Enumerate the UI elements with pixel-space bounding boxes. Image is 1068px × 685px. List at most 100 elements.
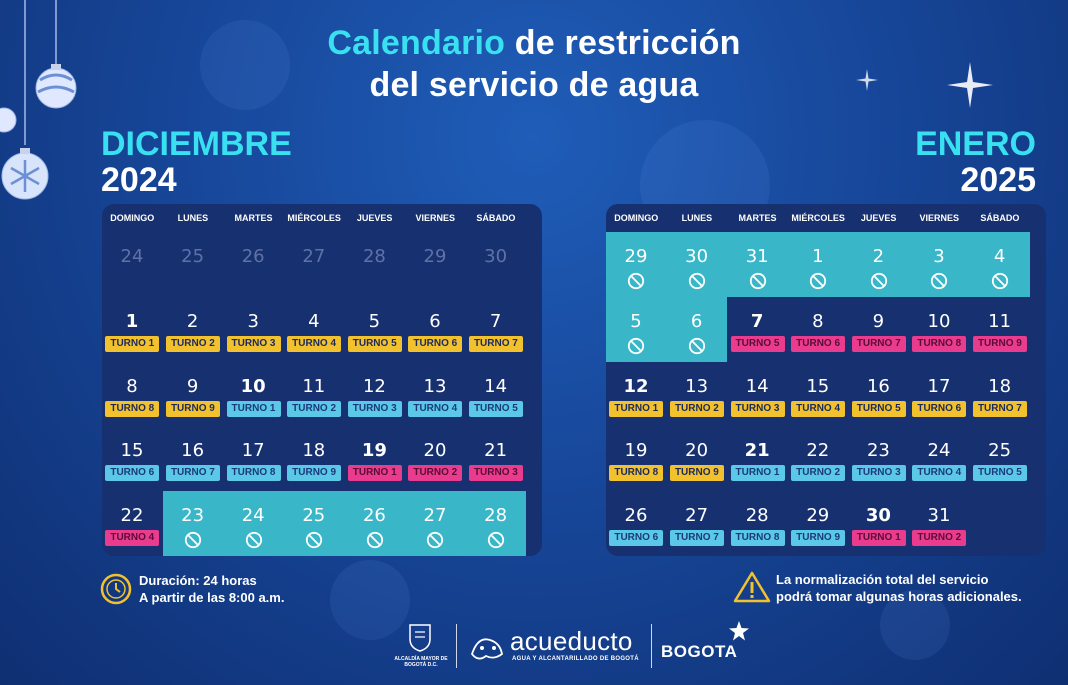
turno-badge: TURNO 9 bbox=[669, 465, 724, 482]
turno-badge: TURNO 3 bbox=[226, 335, 281, 352]
calendar-december: DOMINGO LUNES MARTES MIÉRCOLES JUEVES VIERNES… bbox=[102, 204, 542, 556]
day-number: 23 bbox=[866, 440, 890, 462]
day-number: 27 bbox=[685, 505, 709, 527]
normalization-line2: podrá tomar algunas horas adicionales. bbox=[776, 589, 1022, 604]
weekday-label: MIÉRCOLES bbox=[791, 213, 845, 223]
turno-badge: TURNO 8 bbox=[609, 465, 664, 482]
turno-badge: TURNO 6 bbox=[912, 400, 967, 417]
no-water-icon bbox=[809, 272, 827, 290]
day-number: 27 bbox=[302, 246, 326, 267]
turno-badge: TURNO 3 bbox=[730, 400, 785, 417]
day-number: 24 bbox=[927, 440, 951, 462]
alcaldia-label: ALCALDÍA MAYOR DE BOGOTÁ D.C. bbox=[394, 656, 448, 668]
day-number: 26 bbox=[362, 505, 386, 527]
day-number: 9 bbox=[186, 375, 199, 397]
day-number: 14 bbox=[745, 375, 769, 397]
day-number: 8 bbox=[126, 375, 138, 397]
no-water-icon bbox=[366, 531, 384, 549]
duration-line1: Duración: 24 horas bbox=[139, 573, 257, 588]
turno-badge: TURNO 2 bbox=[287, 400, 342, 417]
weekday-label: LUNES bbox=[681, 213, 713, 223]
month-year: 2025 bbox=[960, 161, 1036, 199]
logo-divider bbox=[651, 624, 652, 668]
day-number: 9 bbox=[872, 310, 885, 332]
day-number: 5 bbox=[368, 310, 381, 332]
day-number: 2 bbox=[186, 310, 199, 332]
day-number: 10 bbox=[240, 375, 266, 397]
calendar-january: DOMINGO LUNES MARTES MIÉRCOLES JUEVES VIERNES… bbox=[606, 204, 1046, 556]
day-number: 28 bbox=[484, 505, 508, 527]
turno-badge: TURNO 4 bbox=[105, 530, 160, 547]
calendar-weekday-header: DOMINGO LUNES MARTES MIÉRCOLES JUEVES VIERNES… bbox=[102, 204, 542, 232]
turno-badge: TURNO 8 bbox=[912, 335, 967, 352]
no-water-icon bbox=[930, 272, 948, 290]
turno-badge: TURNO 3 bbox=[468, 465, 523, 482]
day-number: 22 bbox=[120, 505, 144, 527]
turno-badge: TURNO 3 bbox=[347, 400, 402, 417]
turno-badge: TURNO 5 bbox=[347, 335, 402, 352]
bogota-label: BOGOTA bbox=[661, 642, 738, 661]
weekday-label: JUEVES bbox=[356, 213, 393, 223]
weekday-label: MARTES bbox=[738, 213, 777, 223]
restricted-days-block bbox=[606, 296, 728, 362]
calendar-weekday-header: DOMINGO LUNES MARTES MIÉRCOLES JUEVES VIERNES… bbox=[606, 204, 1046, 232]
day-number: 29 bbox=[806, 505, 830, 527]
month-year: 2024 bbox=[101, 161, 177, 199]
turno-badge: TURNO 8 bbox=[730, 530, 785, 547]
no-water-icon bbox=[487, 531, 505, 549]
weekday-label: DOMINGO bbox=[614, 213, 659, 223]
day-number: 12 bbox=[623, 375, 649, 397]
day-number: 25 bbox=[988, 440, 1012, 462]
day-number: 22 bbox=[806, 440, 830, 462]
day-number: 4 bbox=[993, 246, 1006, 267]
turno-badge: TURNO 7 bbox=[851, 335, 906, 352]
month-label-january: ENERO 2025 bbox=[915, 126, 1036, 198]
turno-badge: TURNO 4 bbox=[791, 400, 846, 417]
weekday-label: DOMINGO bbox=[110, 213, 155, 223]
day-number: 15 bbox=[120, 440, 144, 462]
turno-badge: TURNO 4 bbox=[912, 465, 967, 482]
day-number: 16 bbox=[181, 440, 205, 462]
day-number: 31 bbox=[927, 505, 951, 527]
day-number: 27 bbox=[423, 505, 447, 527]
duration-line2: A partir de las 8:00 a.m. bbox=[139, 590, 285, 605]
day-number: 30 bbox=[685, 246, 709, 267]
page-title: Calendario de restricción del servicio d… bbox=[0, 22, 1068, 106]
day-number: 18 bbox=[302, 440, 326, 462]
weekday-label: LUNES bbox=[177, 213, 209, 223]
turno-badge: TURNO 6 bbox=[105, 465, 160, 482]
day-number: 11 bbox=[988, 310, 1012, 332]
no-water-icon bbox=[305, 531, 323, 549]
day-number: 19 bbox=[624, 440, 648, 462]
footer-logos: ALCALDÍA MAYOR DE BOGOTÁ D.C. acueducto … bbox=[0, 618, 1068, 678]
turno-badge: TURNO 2 bbox=[912, 530, 967, 547]
clock-icon bbox=[100, 573, 132, 605]
normalization-info: La normalización total del servicio podr… bbox=[776, 571, 1022, 605]
weekday-label: MARTES bbox=[234, 213, 273, 223]
weekday-label: SÁBADO bbox=[476, 213, 516, 223]
turno-badge: TURNO 5 bbox=[468, 400, 523, 417]
day-number: 21 bbox=[744, 440, 770, 462]
no-water-icon bbox=[991, 272, 1009, 290]
turno-badge: TURNO 6 bbox=[408, 335, 463, 352]
day-number: 26 bbox=[624, 505, 648, 527]
day-number: 14 bbox=[484, 375, 508, 397]
day-number: 13 bbox=[685, 375, 709, 397]
weekday-label: SÁBADO bbox=[980, 213, 1020, 223]
turno-badge: TURNO 1 bbox=[347, 465, 402, 482]
day-number: 4 bbox=[308, 310, 320, 332]
month-name: ENERO bbox=[915, 125, 1036, 163]
turno-badge: TURNO 2 bbox=[669, 400, 724, 417]
turno-badge: TURNO 7 bbox=[165, 465, 220, 482]
turno-badge: TURNO 5 bbox=[730, 335, 785, 352]
turno-badge: TURNO 1 bbox=[851, 530, 906, 547]
day-number: 30 bbox=[484, 246, 508, 267]
turno-badge: TURNO 1 bbox=[105, 335, 160, 352]
day-number: 7 bbox=[489, 310, 502, 332]
month-name: DICIEMBRE bbox=[101, 125, 292, 163]
turno-badge: TURNO 2 bbox=[165, 335, 220, 352]
restricted-days-block bbox=[606, 232, 1031, 297]
turno-badge: TURNO 1 bbox=[730, 465, 785, 482]
day-number: 18 bbox=[988, 375, 1012, 397]
background-bokeh bbox=[330, 560, 410, 640]
